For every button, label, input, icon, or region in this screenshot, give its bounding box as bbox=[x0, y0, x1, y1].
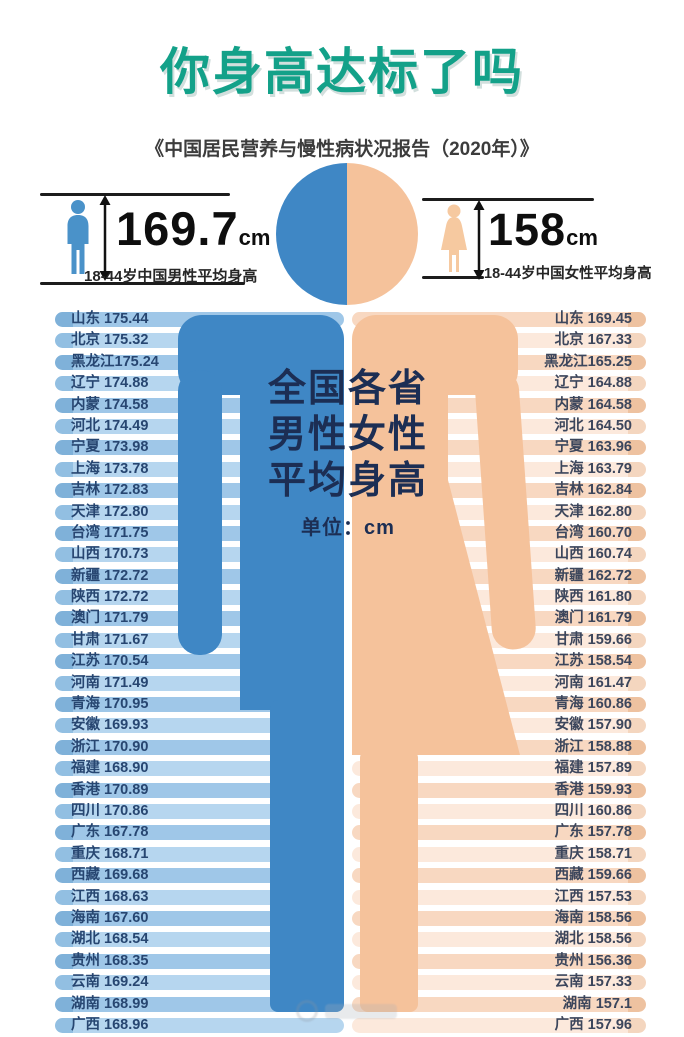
list-item: 福建 168.90 bbox=[55, 761, 344, 777]
list-item: 贵州 156.36 bbox=[352, 953, 646, 969]
list-item: 四川 160.86 bbox=[352, 803, 646, 819]
list-item: 云南 169.24 bbox=[55, 975, 344, 991]
list-item: 湖北 158.56 bbox=[352, 932, 646, 948]
list-item: 湖北 168.54 bbox=[55, 932, 344, 948]
split-head-circle bbox=[276, 163, 418, 305]
list-item: 重庆 168.71 bbox=[55, 846, 344, 862]
headline-line-1: 全国各省 bbox=[267, 368, 428, 410]
female-average-caption: 18-44岁中国女性平均身高 bbox=[484, 266, 652, 282]
unit-label: cm bbox=[566, 225, 598, 250]
male-average-stat: 169.7cm 18-44岁中国男性平均身高 bbox=[40, 185, 340, 290]
female-average-stat: 158cm 18-44岁中国女性平均身高 bbox=[422, 198, 672, 286]
headline-line-2: 男性女性 bbox=[267, 414, 428, 456]
measure-bottom-line bbox=[40, 282, 245, 285]
male-figure-icon bbox=[67, 200, 89, 274]
list-item: 江苏 170.54 bbox=[55, 654, 344, 670]
measure-top-line bbox=[422, 198, 594, 201]
list-item: 广东 167.78 bbox=[55, 825, 344, 841]
unit-note: 单位：cm bbox=[301, 517, 395, 539]
list-item: 陕西 172.72 bbox=[55, 590, 344, 606]
list-item: 重庆 158.71 bbox=[352, 846, 646, 862]
list-item: 新疆 172.72 bbox=[55, 568, 344, 584]
list-item: 山西 160.74 bbox=[352, 547, 646, 563]
list-item: 湖南 157.1 bbox=[352, 996, 646, 1012]
list-item: 香港 159.93 bbox=[352, 782, 646, 798]
headline-line-3: 平均身高 bbox=[267, 460, 428, 502]
list-item: 青海 170.95 bbox=[55, 697, 344, 713]
list-item: 河南 161.47 bbox=[352, 675, 646, 691]
list-item: 福建 157.89 bbox=[352, 761, 646, 777]
list-item: 甘肃 159.66 bbox=[352, 632, 646, 648]
list-item: 广东 157.78 bbox=[352, 825, 646, 841]
female-average-value: 158cm bbox=[488, 204, 598, 255]
watermark-logo bbox=[296, 1000, 397, 1022]
list-item: 四川 170.86 bbox=[55, 803, 344, 819]
report-subtitle: 《中国居民营养与慢性病状况报告（2020年）》 bbox=[145, 139, 539, 160]
list-item: 北京 167.33 bbox=[352, 333, 646, 349]
list-item: 江苏 158.54 bbox=[352, 654, 646, 670]
list-item: 广西 157.96 bbox=[352, 1017, 646, 1033]
watermark-circle-icon bbox=[296, 1000, 318, 1022]
list-item: 山东 169.45 bbox=[352, 312, 646, 327]
list-item: 甘肃 171.67 bbox=[55, 632, 344, 648]
list-item: 贵州 168.35 bbox=[55, 953, 344, 969]
male-average-value: 169.7cm bbox=[116, 202, 271, 255]
measure-bottom-line bbox=[422, 276, 484, 279]
list-item: 广西 168.96 bbox=[55, 1017, 344, 1033]
list-item: 青海 160.86 bbox=[352, 697, 646, 713]
list-item: 北京 175.32 bbox=[55, 333, 344, 349]
list-item: 江西 157.53 bbox=[352, 889, 646, 905]
list-item: 河南 171.49 bbox=[55, 675, 344, 691]
height-arrow-icon bbox=[473, 200, 485, 280]
list-item: 陕西 161.80 bbox=[352, 590, 646, 606]
list-item: 浙江 170.90 bbox=[55, 739, 344, 755]
list-item: 浙江 158.88 bbox=[352, 739, 646, 755]
list-item: 山东 175.44 bbox=[55, 312, 344, 327]
list-item: 安徽 157.90 bbox=[352, 718, 646, 734]
center-headline: 全国各省 男性女性 平均身高 单位：cm bbox=[262, 366, 434, 540]
male-average-caption: 18-44岁中国男性平均身高 bbox=[84, 268, 258, 285]
unit-label: cm bbox=[238, 225, 271, 250]
list-item: 安徽 169.93 bbox=[55, 718, 344, 734]
list-item: 海南 167.60 bbox=[55, 910, 344, 926]
page-title: 你身高达标了吗 bbox=[160, 44, 524, 100]
list-item: 云南 157.33 bbox=[352, 975, 646, 991]
list-item: 西藏 159.66 bbox=[352, 868, 646, 884]
list-item: 江西 168.63 bbox=[55, 889, 344, 905]
female-figure-icon bbox=[441, 204, 467, 272]
list-item: 山西 170.73 bbox=[55, 547, 344, 563]
list-item: 海南 158.56 bbox=[352, 910, 646, 926]
measure-top-line bbox=[40, 193, 230, 196]
list-item: 新疆 162.72 bbox=[352, 568, 646, 584]
list-item: 澳门 161.79 bbox=[352, 611, 646, 627]
watermark-text-blur bbox=[325, 1003, 397, 1019]
height-arrow-icon bbox=[99, 195, 111, 281]
list-item: 西藏 169.68 bbox=[55, 868, 344, 884]
list-item: 香港 170.89 bbox=[55, 782, 344, 798]
list-item: 澳门 171.79 bbox=[55, 611, 344, 627]
